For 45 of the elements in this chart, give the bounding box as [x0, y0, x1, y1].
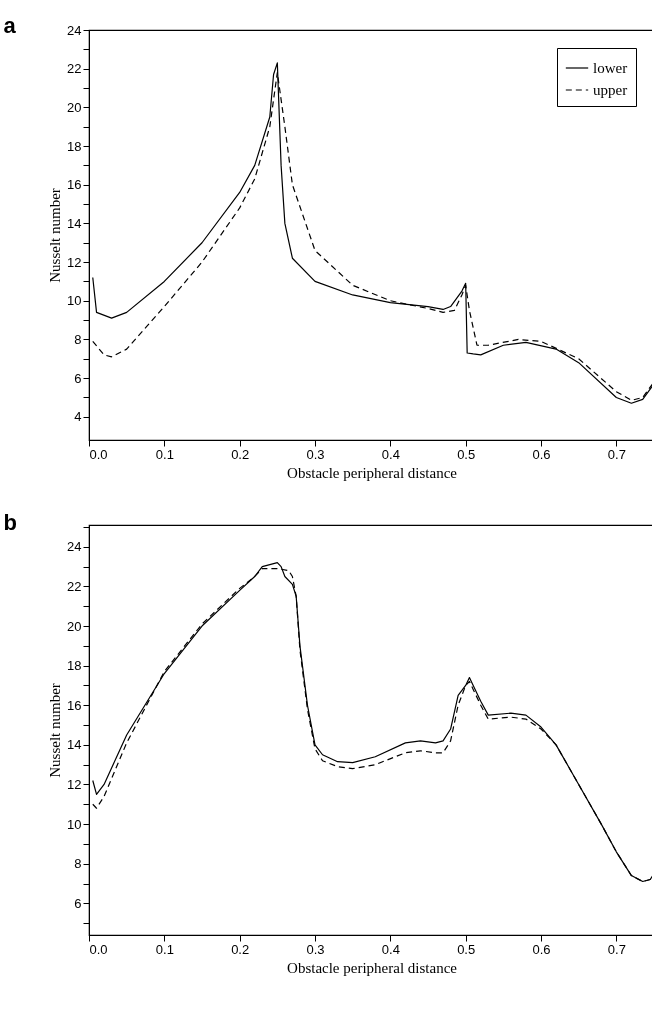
y-tick-label: 16: [67, 177, 82, 193]
legend-label: upper: [593, 82, 628, 98]
x-tick-label: 0.3: [306, 446, 325, 462]
legend-label: lower: [593, 60, 628, 76]
y-axis-title: Nusselt number: [47, 188, 64, 283]
x-tick-label: 0.1: [155, 446, 174, 462]
y-tick-label: 12: [67, 254, 82, 270]
x-tick-label: 0.0: [89, 941, 108, 957]
y-tick-label: 8: [74, 856, 82, 872]
y-tick-label: 16: [67, 697, 82, 713]
chart-title: b: [3, 509, 17, 535]
x-tick-label: 0.6: [532, 446, 551, 462]
y-tick-label: 6: [74, 370, 82, 386]
x-tick-label: 0.3: [306, 941, 325, 957]
x-tick-label: 0.4: [381, 446, 400, 462]
x-axis-title: Obstacle peripheral distance: [287, 464, 458, 481]
y-tick-label: 4: [74, 409, 82, 425]
x-tick-label: 0.1: [155, 941, 174, 957]
x-tick-label: 0.5: [457, 446, 476, 462]
y-tick-label: 24: [67, 22, 82, 38]
y-axis-title: Nusselt number: [47, 683, 64, 778]
x-axis-title: Obstacle peripheral distance: [287, 959, 458, 976]
y-tick-label: 18: [67, 658, 82, 674]
chart-title: a: [3, 13, 17, 38]
x-tick-label: 0.6: [532, 941, 551, 957]
y-tick-label: 18: [67, 138, 82, 154]
y-tick-label: 20: [67, 99, 82, 115]
y-tick-label: 12: [67, 776, 82, 792]
y-tick-label: 24: [67, 539, 82, 555]
y-tick-label: 22: [67, 578, 82, 594]
x-tick-label: 0.4: [381, 941, 400, 957]
x-tick-label: 0.5: [457, 941, 476, 957]
x-tick-label: 0.2: [231, 446, 250, 462]
y-tick-label: 22: [67, 61, 82, 77]
y-tick-label: 10: [67, 816, 82, 832]
y-tick-label: 8: [74, 331, 82, 347]
y-tick-label: 10: [67, 293, 82, 309]
x-tick-label: 0.7: [607, 941, 626, 957]
x-tick-label: 0.7: [607, 446, 626, 462]
y-tick-label: 20: [67, 618, 82, 634]
x-tick-label: 0.0: [89, 446, 108, 462]
y-tick-label: 6: [74, 895, 82, 911]
x-tick-label: 0.2: [231, 941, 250, 957]
y-tick-label: 14: [67, 215, 82, 231]
y-tick-label: 14: [67, 737, 82, 753]
